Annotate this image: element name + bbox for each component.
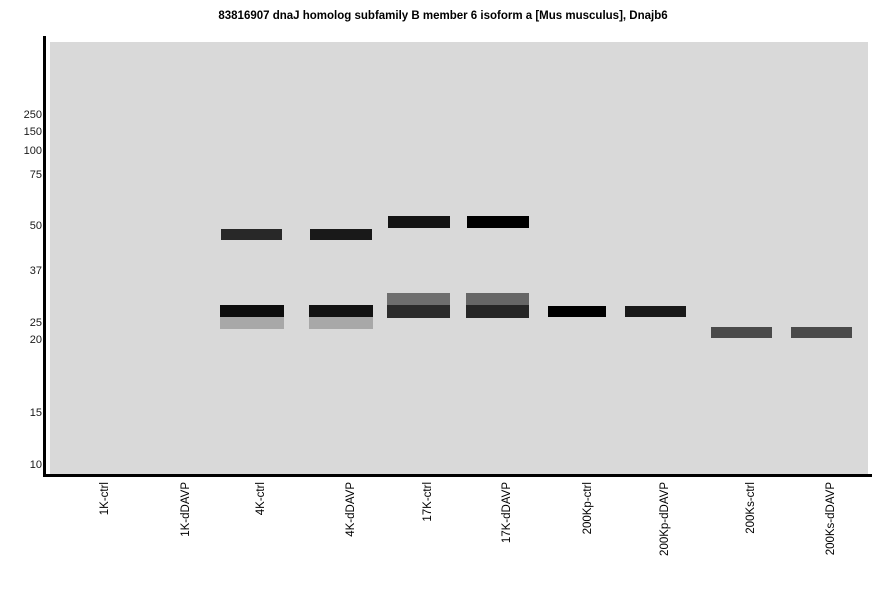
y-axis-tick-15: 15 (29, 407, 42, 419)
y-axis-tick-100: 100 (23, 145, 42, 157)
gel-band (220, 317, 284, 329)
gel-band (310, 229, 372, 240)
gel-band (387, 305, 450, 318)
y-axis-tick-20: 20 (29, 334, 42, 346)
gel-band (220, 305, 284, 317)
y-axis-tick-250: 250 (23, 109, 42, 121)
gel-band (466, 305, 529, 318)
gel-band (309, 305, 373, 317)
gel-band (466, 293, 529, 305)
gel-band (467, 216, 529, 228)
x-axis-tick-200kp-ddavp: 200Kp-dDAVP (659, 482, 671, 556)
gel-band (711, 327, 772, 338)
x-axis-tick-200ks-ctrl: 200Ks-ctrl (745, 482, 757, 534)
y-axis-tick-50: 50 (29, 220, 42, 232)
gel-band (625, 306, 686, 317)
y-axis-tick-labels: 250 150 100 75 50 37 25 20 15 10 (0, 0, 42, 595)
y-axis-tick-75: 75 (29, 169, 42, 181)
gel-band (387, 293, 450, 305)
y-axis-tick-150: 150 (23, 126, 42, 138)
gel-band (221, 229, 282, 240)
page-title: 83816907 dnaJ homolog subfamily B member… (218, 10, 668, 22)
gel-band (309, 317, 373, 329)
y-axis-line (43, 36, 46, 477)
x-axis-tick-4k-ctrl: 4K-ctrl (255, 482, 267, 516)
gel-band (548, 306, 606, 317)
gel-band (791, 327, 852, 338)
x-axis-line (43, 474, 872, 477)
y-axis-tick-25: 25 (29, 317, 42, 329)
x-axis-tick-1k-ctrl: 1K-ctrl (99, 482, 111, 516)
x-axis-tick-17k-ctrl: 17K-ctrl (422, 482, 434, 522)
x-axis-tick-200ks-ddavp: 200Ks-dDAVP (825, 482, 837, 556)
plot-area (50, 42, 868, 475)
x-axis-tick-4k-ddavp: 4K-dDAVP (345, 482, 357, 537)
x-axis-tick-1k-ddavp: 1K-dDAVP (180, 482, 192, 537)
x-axis-tick-17k-ddavp: 17K-dDAVP (501, 482, 513, 544)
y-axis-tick-37: 37 (29, 265, 42, 277)
gel-band (388, 216, 450, 228)
y-axis-tick-10: 10 (29, 459, 42, 471)
x-axis-tick-200kp-ctrl: 200Kp-ctrl (582, 482, 594, 535)
